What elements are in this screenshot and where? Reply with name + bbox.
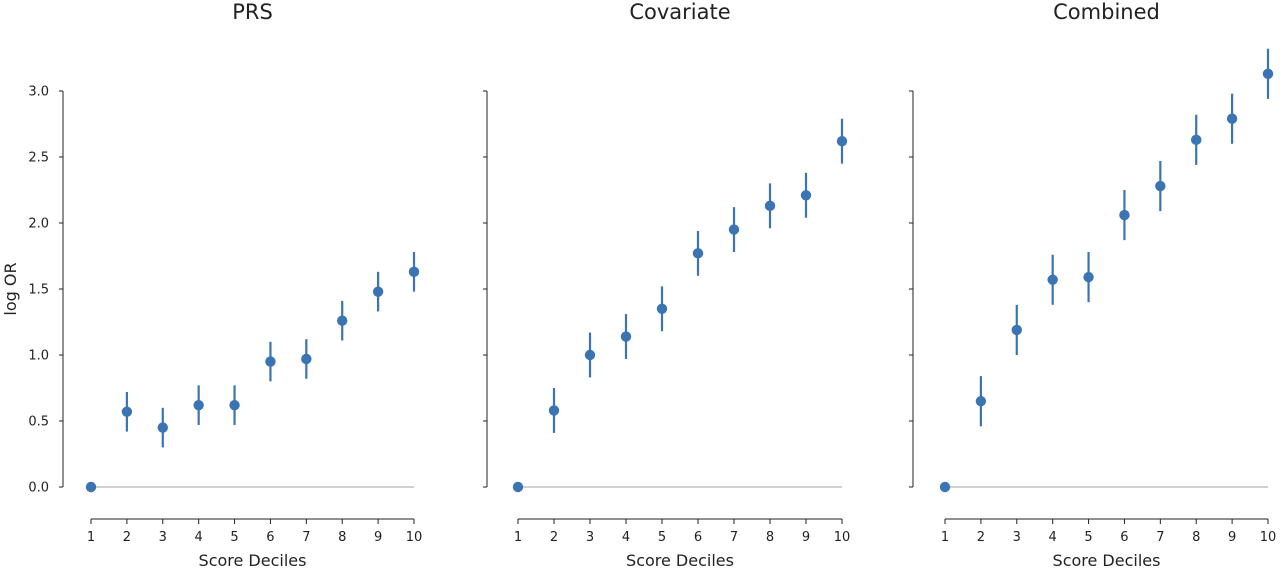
panel-1-x-tick-label: 7	[302, 530, 310, 545]
panel-2-data-point	[836, 135, 848, 147]
panel-1-y-tick-label: 2.5	[28, 151, 49, 166]
panel-1-data-point	[193, 399, 204, 411]
panel-1-y-tick-label: 3.0	[28, 85, 49, 100]
panel-1-title: PRS	[232, 0, 273, 24]
panel-2-x-tick-label: 3	[586, 530, 594, 545]
panel-1-y-tick-label: 1.0	[28, 349, 49, 364]
panel-2-x-tick-label: 10	[834, 530, 851, 545]
panel-2-x-tick-label: 9	[802, 530, 810, 545]
panel-2-x-tick-label: 8	[766, 530, 774, 545]
panel-3-x-tick-label: 3	[1013, 530, 1021, 545]
panel-3-data-point	[1226, 113, 1238, 124]
panel-1-data-point	[337, 315, 348, 326]
panel-1-data-point	[301, 353, 312, 365]
panel-3-x-tick-label: 4	[1049, 530, 1057, 545]
panel-3-x-tick-label: 7	[1156, 530, 1164, 545]
panel-1-data-point	[408, 266, 420, 278]
panel-3-data-point	[1262, 68, 1274, 80]
panel-3-data-point	[1047, 274, 1058, 285]
panel-1-data-point	[372, 286, 384, 297]
panel-1-y-tick-label: 0.0	[28, 481, 49, 496]
panel-3-data-point	[1083, 271, 1094, 283]
panel-3-data-point	[939, 481, 951, 493]
panel-2-data-point	[512, 481, 524, 493]
panel-3-data-point	[1155, 180, 1166, 192]
panel-3-x-tick-label: 5	[1084, 530, 1092, 545]
panel-1-data-point	[229, 399, 240, 411]
panel-1-x-tick-label: 3	[159, 530, 167, 545]
panel-2-title: Covariate	[629, 0, 730, 24]
panel-3-title: Combined	[1053, 0, 1160, 24]
panel-1-y-axis-label: log OR	[1, 262, 20, 315]
panel-3-x-tick-label: 10	[1260, 530, 1277, 545]
panel-1-y-tick-label: 2.0	[28, 217, 49, 232]
panel-3-x-tick-label: 2	[977, 530, 985, 545]
panel-1-y-tick-label: 1.5	[28, 283, 49, 298]
panel-1-data-point	[85, 481, 97, 493]
panel-3-x-tick-label: 6	[1120, 530, 1128, 545]
panel-1-x-axis-label: Score Deciles	[199, 551, 307, 569]
panel-3-x-tick-label: 8	[1192, 530, 1200, 545]
panel-1-x-tick-label: 8	[338, 530, 346, 545]
panel-2-data-point	[620, 331, 632, 342]
panel-1-data-point	[265, 356, 276, 367]
panel-2-x-axis-label: Score Deciles	[626, 551, 734, 569]
panel-2-data-point	[800, 190, 812, 201]
panel-3-x-tick-label: 1	[941, 530, 949, 545]
panel-1-data-point	[121, 406, 133, 417]
panel-3-data-point	[1191, 134, 1202, 146]
panel-2-data-point	[692, 248, 704, 259]
panel-2-x-tick-label: 6	[694, 530, 702, 545]
panel-1-x-tick-label: 1	[87, 530, 95, 545]
panel-2-data-point	[656, 303, 668, 314]
panel-1-y-tick-label: 0.5	[28, 415, 49, 430]
panel-1-x-tick-label: 2	[123, 530, 131, 545]
panel-2-x-tick-label: 2	[550, 530, 558, 545]
panel-1-x-tick-label: 10	[406, 530, 423, 545]
panel-3-data-point	[1119, 209, 1130, 221]
panel-3-data-point	[1011, 324, 1022, 336]
panel-1-data-point	[157, 422, 168, 433]
panel-1-x-tick-label: 4	[195, 530, 203, 545]
panel-3-x-axis-label: Score Deciles	[1053, 551, 1161, 569]
panel-2-data-point	[764, 200, 776, 212]
panel-2-x-tick-label: 7	[730, 530, 738, 545]
panel-2-x-tick-label: 4	[622, 530, 630, 545]
panel-2-data-point	[548, 405, 560, 416]
panel-3-data-point	[975, 396, 987, 407]
panel-1-x-tick-label: 5	[230, 530, 238, 545]
panel-1-x-tick-label: 6	[266, 530, 274, 545]
panel-2-data-point	[584, 349, 596, 361]
panel-2-data-point	[728, 224, 740, 235]
panel-2-x-tick-label: 5	[658, 530, 666, 545]
panel-3-x-tick-label: 9	[1228, 530, 1236, 545]
panel-1-x-tick-label: 9	[374, 530, 382, 545]
panel-2-x-tick-label: 1	[514, 530, 522, 545]
